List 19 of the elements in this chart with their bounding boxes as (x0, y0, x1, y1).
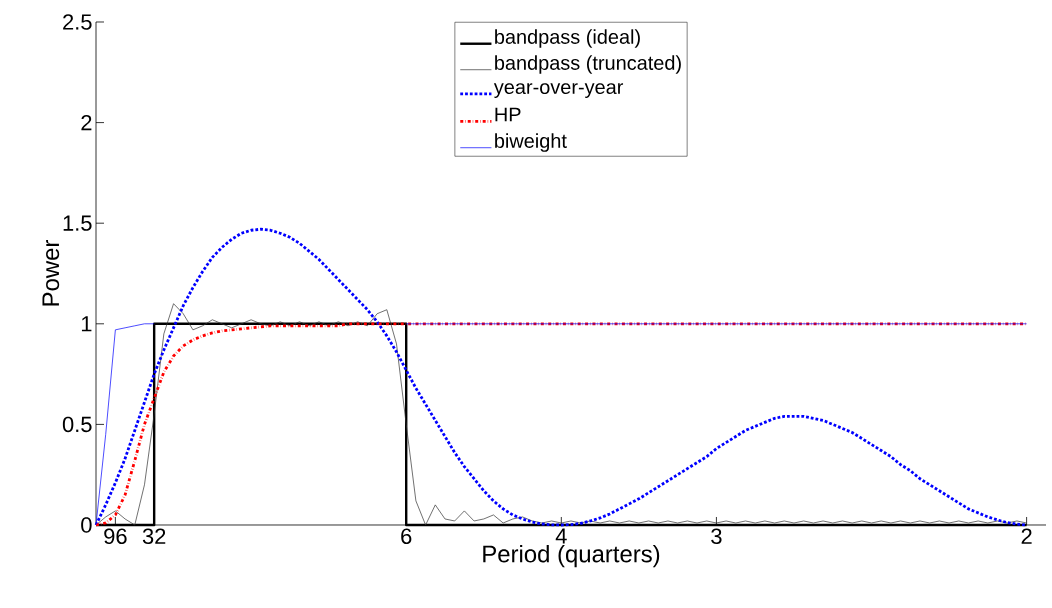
x-tick-label: 3 (711, 528, 722, 545)
y-axis-title: Power (42, 240, 60, 306)
y-tick-label: 1.5 (63, 215, 92, 231)
legend-label: HP (495, 107, 521, 122)
x-tick-label: 32 (142, 528, 166, 545)
y-tick-label: 0.5 (62, 416, 92, 433)
legend-label: biweight (495, 133, 567, 152)
x-tick-label: 2 (1021, 528, 1032, 544)
legend-label: year-over-year (493, 83, 624, 98)
x-tick-label: 4 (555, 528, 567, 544)
x-tick-label: 96 (104, 528, 127, 545)
legend-label: bandpass (ideal) (495, 29, 640, 48)
x-axis-title: Period (quarters) (483, 544, 660, 568)
x-tick-label: 6 (401, 528, 412, 545)
y-tick-label: 2 (81, 114, 92, 131)
y-tick-label: 0 (81, 517, 92, 533)
legend-label: bandpass (truncated) (495, 55, 681, 74)
y-tick-label: 1 (81, 316, 92, 332)
y-tick-label: 2.5 (63, 14, 92, 30)
